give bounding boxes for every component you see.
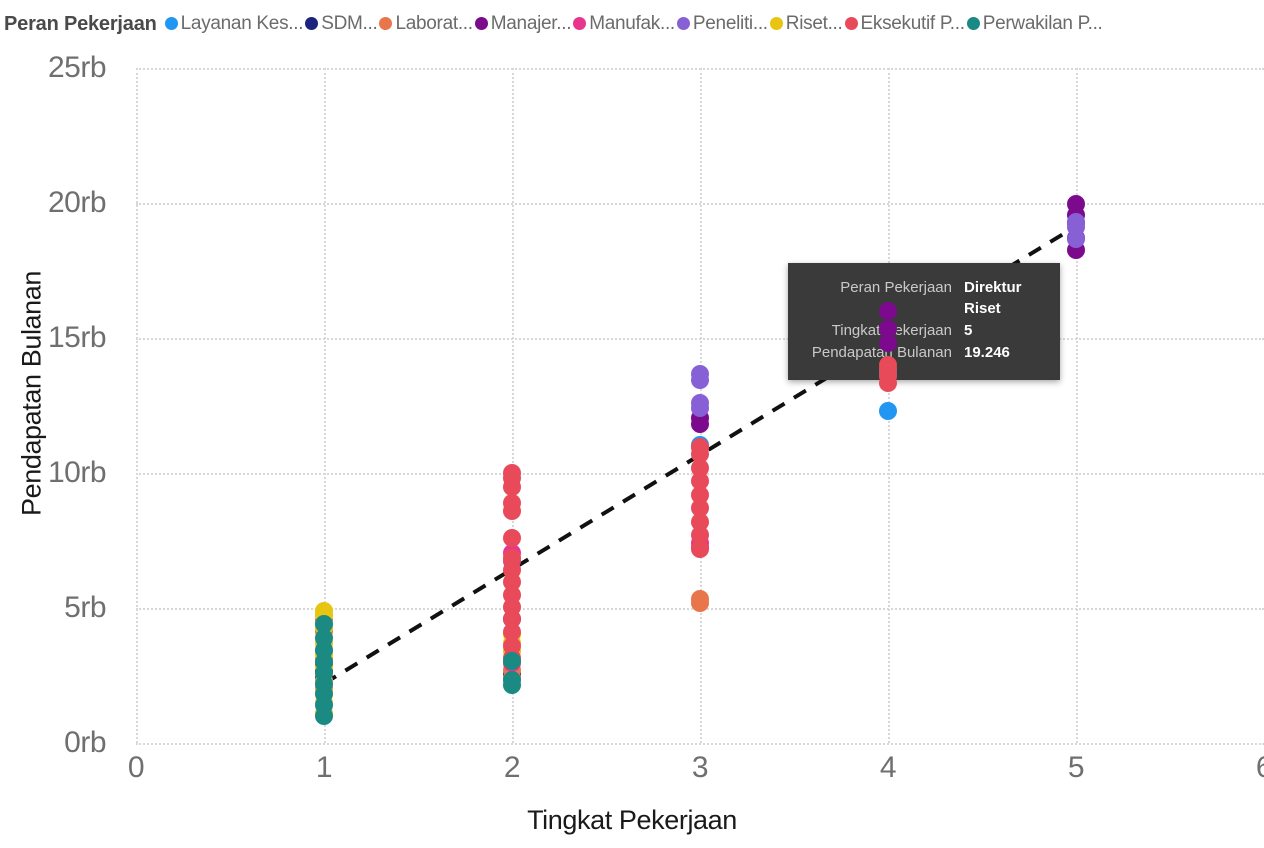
legend: Peran Pekerjaan Layanan Kes... SDM... Labo… [0, 0, 1264, 48]
scatter-point[interactable] [879, 356, 897, 374]
legend-item[interactable]: SDM... [305, 12, 378, 35]
legend-item-label: Peneliti... [692, 12, 768, 34]
scatter-point[interactable] [503, 549, 521, 568]
x-tick-label: 0 [127, 751, 145, 784]
x-tick-label: 1 [315, 751, 333, 784]
x-tick-label: 5 [1067, 751, 1085, 784]
y-tick-label: 20rb [47, 186, 107, 219]
legend-item-label: Perwakilan P... [982, 12, 1103, 34]
tooltip-row: Peran Pekerjaan Direktur Riset [802, 277, 1042, 319]
plot-area [136, 68, 1264, 745]
legend-item[interactable]: Manufak... [573, 13, 675, 35]
legend-item[interactable]: Layanan Kes... [164, 12, 304, 35]
scatter-point[interactable] [1067, 212, 1085, 231]
scatter-point[interactable] [503, 651, 521, 670]
scatter-point[interactable] [315, 615, 333, 634]
legend-swatch-icon [676, 17, 690, 31]
tooltip-value: 5 [964, 322, 973, 339]
scatter-point[interactable] [879, 302, 897, 320]
scatter-point[interactable] [691, 589, 709, 608]
scatter-point[interactable] [691, 438, 709, 457]
legend-swatch-icon [379, 17, 393, 31]
tooltip-key: Pendapatan Bulanan [811, 344, 952, 361]
tooltip-row: Pendapatan Bulanan 19.246 [802, 342, 1042, 363]
legend-item-label: Manajer... [490, 12, 572, 34]
legend-item-label: SDM... [321, 12, 378, 34]
scatter-point[interactable] [503, 670, 521, 689]
y-tick-label: 15rb [47, 321, 107, 354]
legend-items: Layanan Kes... SDM... Laborat... Manajer...… [164, 12, 1105, 36]
tooltip-key: Peran Pekerjaan [840, 279, 952, 296]
x-tick-label: 4 [879, 751, 897, 784]
legend-swatch-icon [769, 17, 783, 31]
legend-item-label: Riset... [785, 12, 843, 34]
legend-swatch-icon [305, 17, 319, 31]
y-axis-label: Pendapatan Bulanan [16, 270, 47, 517]
x-axis-label: Tingkat Pekerjaan [527, 805, 737, 835]
tooltip-row: Tingkat Pekerjaan 5 [802, 320, 1042, 341]
x-tick-label: 2 [503, 751, 521, 784]
legend-item[interactable]: Eksekutif P... [844, 12, 966, 35]
plot-wrapper: Pendapatan Bulanan Tingkat Pekerjaan 0rb… [0, 48, 1264, 848]
legend-swatch-icon [966, 17, 980, 31]
y-tick-label: 10rb [47, 456, 107, 489]
tooltip-value: 19.246 [964, 344, 1010, 361]
scatter-point[interactable] [1067, 195, 1085, 214]
legend-item-label: Laborat... [395, 12, 473, 34]
scatter-point[interactable] [879, 319, 897, 338]
scatter-point[interactable] [691, 393, 709, 412]
x-tick-label: 6 [1256, 751, 1264, 785]
legend-item[interactable]: Laborat... [379, 12, 473, 35]
legend-item[interactable]: Riset... [769, 12, 843, 35]
scatter-point[interactable] [503, 464, 521, 482]
legend-swatch-icon [844, 17, 858, 31]
legend-item[interactable]: Peneliti... [676, 12, 768, 35]
y-tick-label: 5rb [64, 591, 106, 624]
legend-item-label: Manufak... [589, 12, 675, 34]
tooltip-value: Direktur Riset [964, 279, 1022, 317]
y-tick-label: 25rb [47, 51, 107, 84]
legend-item-label: Eksekutif P... [860, 12, 966, 34]
legend-item-label: Layanan Kes... [180, 12, 304, 34]
gridline-horizontal [136, 743, 1264, 745]
gridline-vertical [1076, 68, 1078, 743]
legend-swatch-icon [474, 17, 488, 31]
scatter-point[interactable] [503, 528, 521, 547]
gridline-vertical [136, 68, 138, 743]
legend-item[interactable]: Perwakilan P... [966, 12, 1103, 35]
y-tick-label: 0rb [64, 726, 106, 759]
legend-title: Peran Pekerjaan [4, 12, 157, 35]
scatter-point[interactable] [879, 401, 897, 420]
scatter-point[interactable] [503, 493, 521, 512]
x-tick-label: 3 [691, 751, 709, 784]
legend-swatch-icon [164, 17, 178, 31]
tooltip: Peran Pekerjaan Direktur Riset Tingkat Pek… [788, 263, 1060, 380]
legend-item[interactable]: Manajer... [474, 12, 572, 35]
legend-swatch-icon [573, 17, 587, 31]
scatter-point[interactable] [691, 365, 709, 384]
